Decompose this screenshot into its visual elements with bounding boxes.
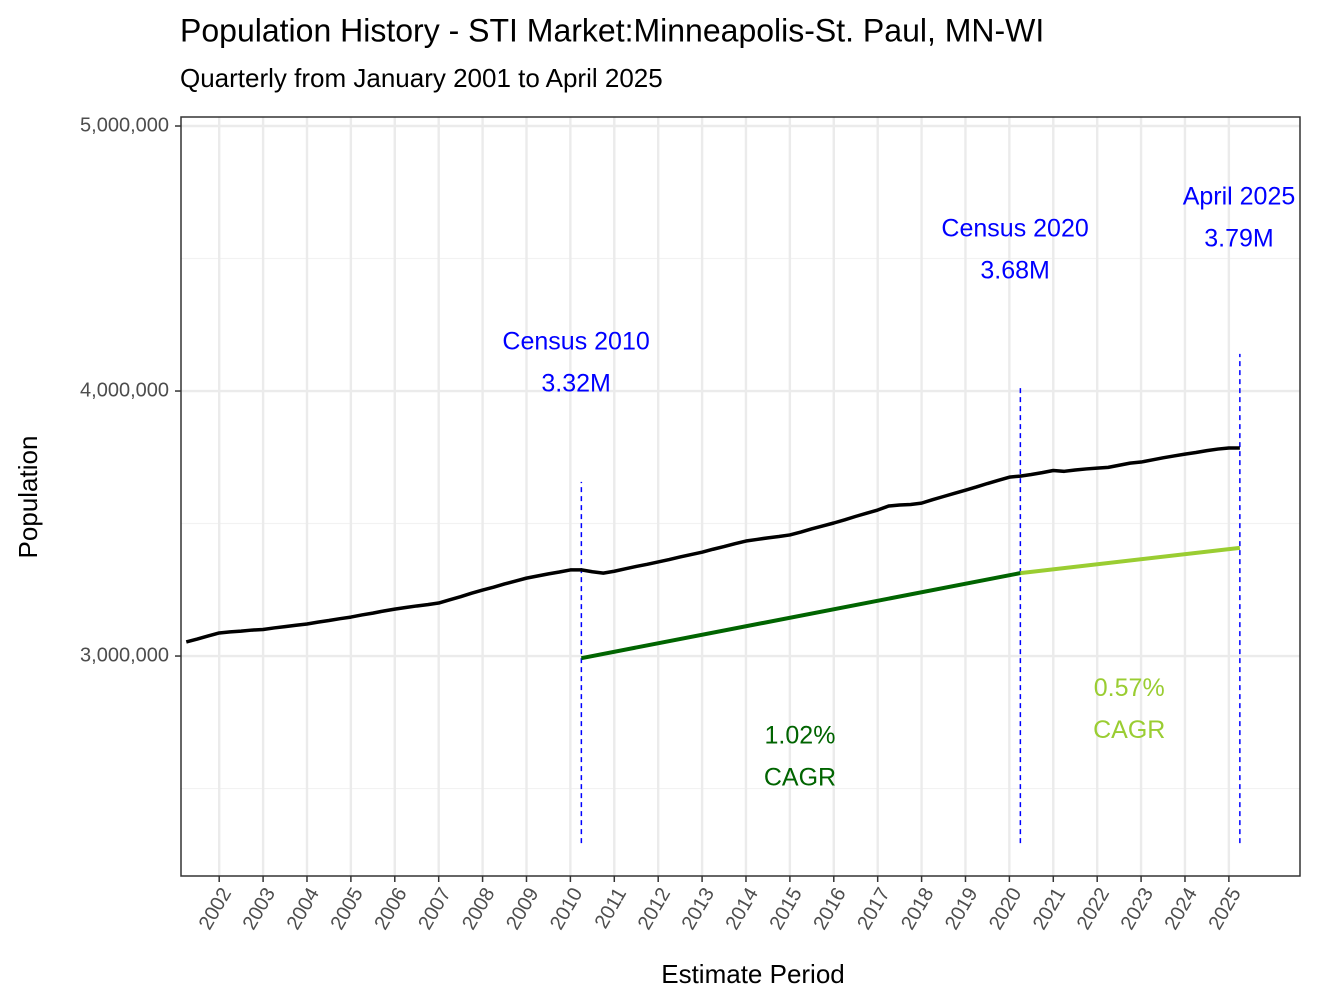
panel-border bbox=[180, 116, 1301, 877]
annotation: April 2025 bbox=[1183, 183, 1296, 211]
annotation: CAGR bbox=[1093, 716, 1165, 744]
annotation: 1.02% bbox=[765, 722, 836, 750]
marks: Census 2010 3.32M Census 2020 3.68M April 20… bbox=[185, 183, 1296, 844]
y-tick-label: 4,000,000 bbox=[80, 379, 169, 401]
annotation: 3.32M bbox=[541, 370, 610, 398]
y-tick-label: 3,000,000 bbox=[80, 644, 169, 666]
annotation: 3.79M bbox=[1204, 225, 1273, 253]
trend-line bbox=[1020, 545, 1241, 576]
y-tick-label: 5,000,000 bbox=[80, 114, 169, 136]
annotation: Census 2010 bbox=[502, 328, 649, 356]
annotation: CAGR bbox=[764, 764, 836, 792]
trend-line bbox=[580, 571, 1021, 661]
x-axis-title: Estimate Period bbox=[661, 959, 845, 989]
annotation: Census 2020 bbox=[941, 215, 1088, 243]
annotation: 3.68M bbox=[980, 257, 1049, 285]
annotation: 0.57% bbox=[1094, 674, 1165, 702]
y-axis-title: Population bbox=[13, 436, 43, 559]
chart-title: Population History - STI Market:Minneapo… bbox=[180, 12, 1044, 48]
chart-subtitle: Quarterly from January 2001 to April 202… bbox=[180, 63, 663, 93]
grid bbox=[181, 117, 1300, 876]
data-line bbox=[185, 446, 1240, 644]
